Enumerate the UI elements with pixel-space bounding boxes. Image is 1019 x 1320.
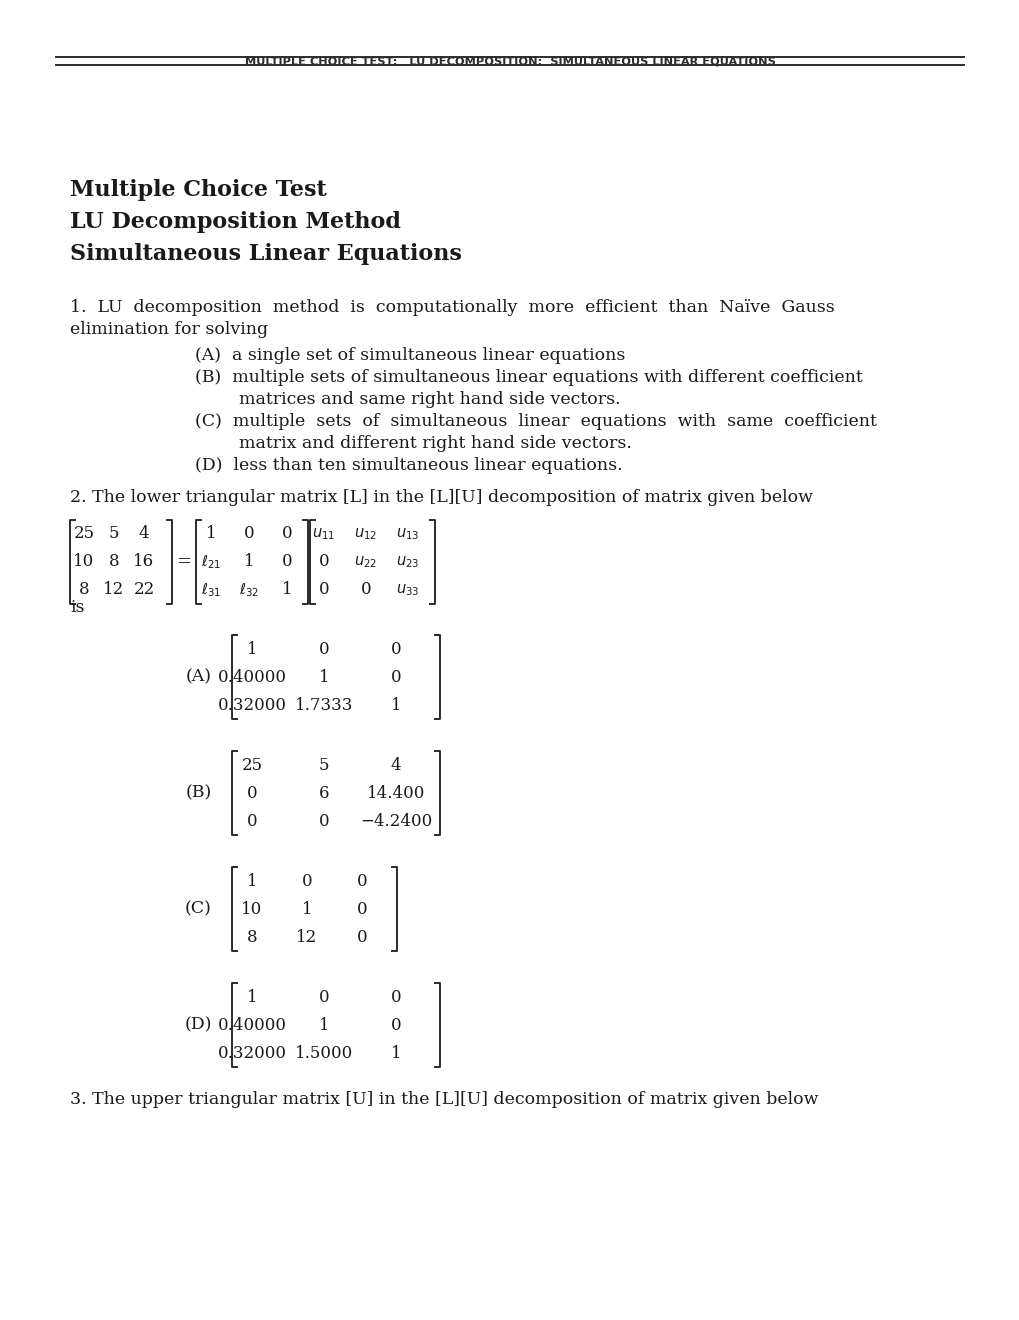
Text: (C): (C) [184,900,212,917]
Text: 25: 25 [242,756,262,774]
Text: 0: 0 [390,1016,400,1034]
Text: (D): (D) [184,1016,212,1034]
Text: is: is [70,599,85,616]
Text: 0: 0 [318,553,329,570]
Text: (B)  multiple sets of simultaneous linear equations with different coefficient: (B) multiple sets of simultaneous linear… [195,368,862,385]
Text: 1.7333: 1.7333 [294,697,353,714]
Text: 1: 1 [318,1016,329,1034]
Text: (D)  less than ten simultaneous linear equations.: (D) less than ten simultaneous linear eq… [195,457,622,474]
Text: $u_{11}$: $u_{11}$ [312,527,335,541]
Text: 1.  LU  decomposition  method  is  computationally  more  efficient  than  Naïve: 1. LU decomposition method is computatio… [70,300,834,317]
Text: 0: 0 [302,873,312,890]
Text: 0.40000: 0.40000 [217,1016,286,1034]
Text: 0.32000: 0.32000 [217,697,286,714]
Text: 0: 0 [318,813,329,829]
Text: 0: 0 [357,928,367,945]
Text: 1: 1 [247,873,257,890]
Text: $\ell_{32}$: $\ell_{32}$ [238,581,259,599]
Text: 0: 0 [318,989,329,1006]
Text: 22: 22 [133,582,155,598]
Text: 0: 0 [318,582,329,598]
Text: Multiple Choice Test: Multiple Choice Test [70,180,326,201]
Text: (A): (A) [185,668,212,685]
Text: matrices and same right hand side vectors.: matrices and same right hand side vector… [195,391,620,408]
Text: 4: 4 [390,756,400,774]
Text: 0: 0 [281,525,292,543]
Text: 4: 4 [139,525,149,543]
Text: $\ell_{21}$: $\ell_{21}$ [201,553,221,570]
Text: 0: 0 [247,784,257,801]
Text: 1: 1 [281,582,292,598]
Text: 1: 1 [247,640,257,657]
Text: Simultaneous Linear Equations: Simultaneous Linear Equations [70,243,462,265]
Text: $\ell_{31}$: $\ell_{31}$ [201,581,221,599]
Text: 10: 10 [242,900,262,917]
Text: 1.5000: 1.5000 [294,1044,353,1061]
Text: 14.400: 14.400 [367,784,425,801]
Text: 0: 0 [357,900,367,917]
Text: 10: 10 [73,553,95,570]
Text: 5: 5 [109,525,119,543]
Text: 12: 12 [297,928,317,945]
Text: elimination for solving: elimination for solving [70,322,268,338]
Text: (A)  a single set of simultaneous linear equations: (A) a single set of simultaneous linear … [195,346,625,363]
Text: −4.2400: −4.2400 [360,813,432,829]
Text: (C)  multiple  sets  of  simultaneous  linear  equations  with  same  coefficien: (C) multiple sets of simultaneous linear… [195,412,876,429]
Text: $u_{12}$: $u_{12}$ [354,527,377,541]
Text: 0: 0 [357,873,367,890]
Text: 1: 1 [390,1044,400,1061]
Text: =: = [176,553,192,572]
Text: 12: 12 [103,582,124,598]
Text: $u_{23}$: $u_{23}$ [396,554,419,570]
Text: 5: 5 [318,756,329,774]
Text: 2. The lower triangular matrix [L] in the [L][U] decomposition of matrix given b: 2. The lower triangular matrix [L] in th… [70,490,812,507]
Text: 0: 0 [361,582,371,598]
Text: 0: 0 [281,553,292,570]
Text: 16: 16 [133,553,155,570]
Text: MULTIPLE CHOICE TEST:   LU DECOMPOSITION:  SIMULTANEOUS LINEAR EQUATIONS: MULTIPLE CHOICE TEST: LU DECOMPOSITION: … [245,55,774,66]
Text: 0: 0 [247,813,257,829]
Text: matrix and different right hand side vectors.: matrix and different right hand side vec… [195,434,631,451]
Text: 0: 0 [318,640,329,657]
Text: 0: 0 [390,668,400,685]
Text: 1: 1 [302,900,312,917]
Text: 8: 8 [247,928,257,945]
Text: 1: 1 [247,989,257,1006]
Text: $u_{33}$: $u_{33}$ [396,582,419,598]
Text: (B): (B) [185,784,212,801]
Text: 1: 1 [390,697,400,714]
Text: 0.40000: 0.40000 [217,668,286,685]
Text: 0: 0 [390,989,400,1006]
Text: 6: 6 [318,784,329,801]
Text: 0: 0 [390,640,400,657]
Text: 8: 8 [78,582,90,598]
Text: LU Decomposition Method: LU Decomposition Method [70,211,400,234]
Text: $u_{13}$: $u_{13}$ [396,527,419,541]
Text: 1: 1 [318,668,329,685]
Text: 8: 8 [109,553,119,570]
Text: 0: 0 [244,525,254,543]
Text: $u_{22}$: $u_{22}$ [354,554,377,570]
Text: 0.32000: 0.32000 [217,1044,286,1061]
Text: 1: 1 [206,525,216,543]
Text: 1: 1 [244,553,254,570]
Text: 25: 25 [73,525,95,543]
Text: 3. The upper triangular matrix [U] in the [L][U] decomposition of matrix given b: 3. The upper triangular matrix [U] in th… [70,1090,817,1107]
